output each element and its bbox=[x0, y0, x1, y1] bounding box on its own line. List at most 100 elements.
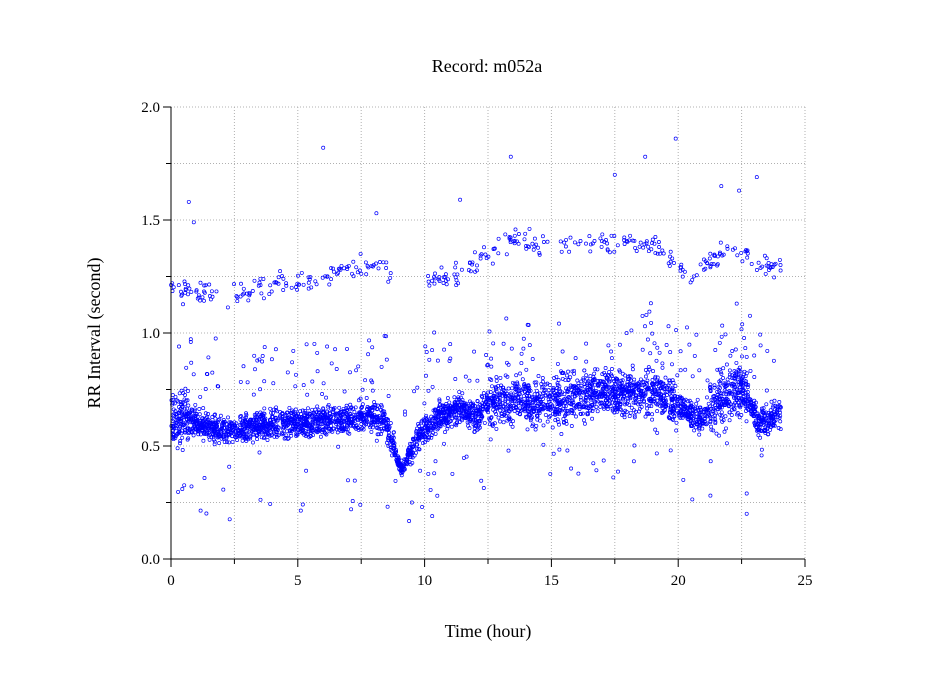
data-point bbox=[534, 409, 539, 414]
data-point bbox=[258, 414, 263, 419]
data-point bbox=[472, 250, 477, 255]
data-point bbox=[234, 294, 239, 299]
data-point bbox=[244, 435, 249, 440]
data-point bbox=[345, 265, 350, 270]
data-point bbox=[667, 378, 672, 383]
data-point bbox=[678, 404, 683, 409]
data-point bbox=[371, 262, 376, 267]
data-point bbox=[557, 387, 561, 392]
data-point bbox=[228, 420, 233, 425]
data-point bbox=[321, 407, 326, 412]
data-point bbox=[621, 410, 626, 415]
data-point bbox=[187, 286, 192, 291]
data-point bbox=[448, 356, 453, 361]
data-point bbox=[494, 389, 499, 394]
data-point bbox=[681, 402, 686, 407]
data-point bbox=[717, 252, 722, 256]
data-point bbox=[267, 292, 272, 297]
data-point bbox=[186, 426, 191, 431]
data-point bbox=[553, 418, 558, 423]
data-point bbox=[777, 415, 782, 420]
data-point bbox=[541, 402, 546, 406]
data-point bbox=[386, 417, 390, 422]
data-point bbox=[614, 377, 619, 381]
data-point bbox=[386, 438, 391, 443]
data-point bbox=[179, 293, 184, 298]
data-point bbox=[500, 401, 505, 406]
data-point bbox=[227, 464, 232, 469]
data-point bbox=[191, 411, 196, 416]
data-point bbox=[717, 340, 722, 345]
data-point bbox=[240, 432, 245, 436]
data-point bbox=[503, 398, 508, 403]
data-point bbox=[512, 399, 517, 403]
data-point bbox=[578, 239, 583, 243]
data-point bbox=[439, 417, 443, 422]
data-point bbox=[621, 387, 625, 392]
data-point bbox=[207, 282, 212, 287]
data-point bbox=[643, 324, 647, 329]
data-point bbox=[258, 387, 263, 392]
data-point bbox=[324, 395, 329, 400]
data-point bbox=[703, 413, 708, 418]
data-point bbox=[426, 279, 431, 284]
data-point bbox=[488, 390, 493, 394]
data-point bbox=[647, 367, 652, 372]
data-point bbox=[752, 407, 757, 412]
data-point bbox=[655, 345, 660, 350]
data-point bbox=[754, 268, 759, 272]
data-point bbox=[488, 416, 493, 421]
data-point bbox=[506, 386, 511, 391]
data-point bbox=[271, 411, 275, 415]
data-point bbox=[429, 433, 434, 438]
data-point bbox=[670, 256, 675, 261]
data-point bbox=[313, 279, 318, 284]
data-point bbox=[203, 417, 207, 422]
data-point bbox=[218, 413, 223, 418]
data-point bbox=[303, 433, 308, 438]
data-point bbox=[390, 437, 395, 442]
data-point bbox=[556, 419, 561, 424]
data-point bbox=[742, 336, 747, 340]
data-point bbox=[351, 416, 356, 421]
data-point bbox=[213, 416, 218, 421]
data-point bbox=[606, 373, 611, 378]
data-point bbox=[430, 426, 435, 431]
data-point bbox=[631, 390, 636, 395]
data-point bbox=[235, 299, 240, 304]
data-point bbox=[441, 408, 446, 412]
data-point bbox=[759, 406, 764, 411]
data-point bbox=[535, 403, 540, 408]
data-point bbox=[227, 440, 231, 445]
data-point bbox=[733, 246, 737, 251]
data-point bbox=[569, 402, 574, 407]
data-point bbox=[591, 461, 596, 466]
data-point bbox=[219, 430, 224, 435]
data-point bbox=[732, 389, 737, 394]
data-point bbox=[176, 410, 181, 415]
data-point bbox=[650, 412, 655, 417]
data-point bbox=[227, 517, 232, 522]
data-point bbox=[304, 423, 309, 428]
data-point bbox=[628, 233, 633, 238]
data-point bbox=[718, 381, 723, 386]
data-point bbox=[366, 352, 371, 357]
data-point bbox=[671, 397, 675, 402]
data-point bbox=[484, 353, 489, 357]
data-point bbox=[629, 405, 634, 410]
data-point bbox=[711, 262, 716, 267]
y-tick-label: 1.5 bbox=[141, 213, 160, 229]
data-point bbox=[426, 388, 431, 393]
data-point bbox=[646, 249, 651, 254]
data-point bbox=[334, 421, 339, 426]
data-point bbox=[414, 446, 419, 451]
data-point bbox=[216, 418, 221, 423]
data-point bbox=[557, 422, 561, 427]
data-point bbox=[472, 426, 477, 430]
data-point bbox=[640, 313, 645, 318]
data-point bbox=[186, 283, 191, 288]
data-point bbox=[598, 236, 603, 241]
data-point bbox=[689, 423, 694, 428]
data-point bbox=[415, 442, 420, 447]
data-point bbox=[595, 409, 600, 414]
